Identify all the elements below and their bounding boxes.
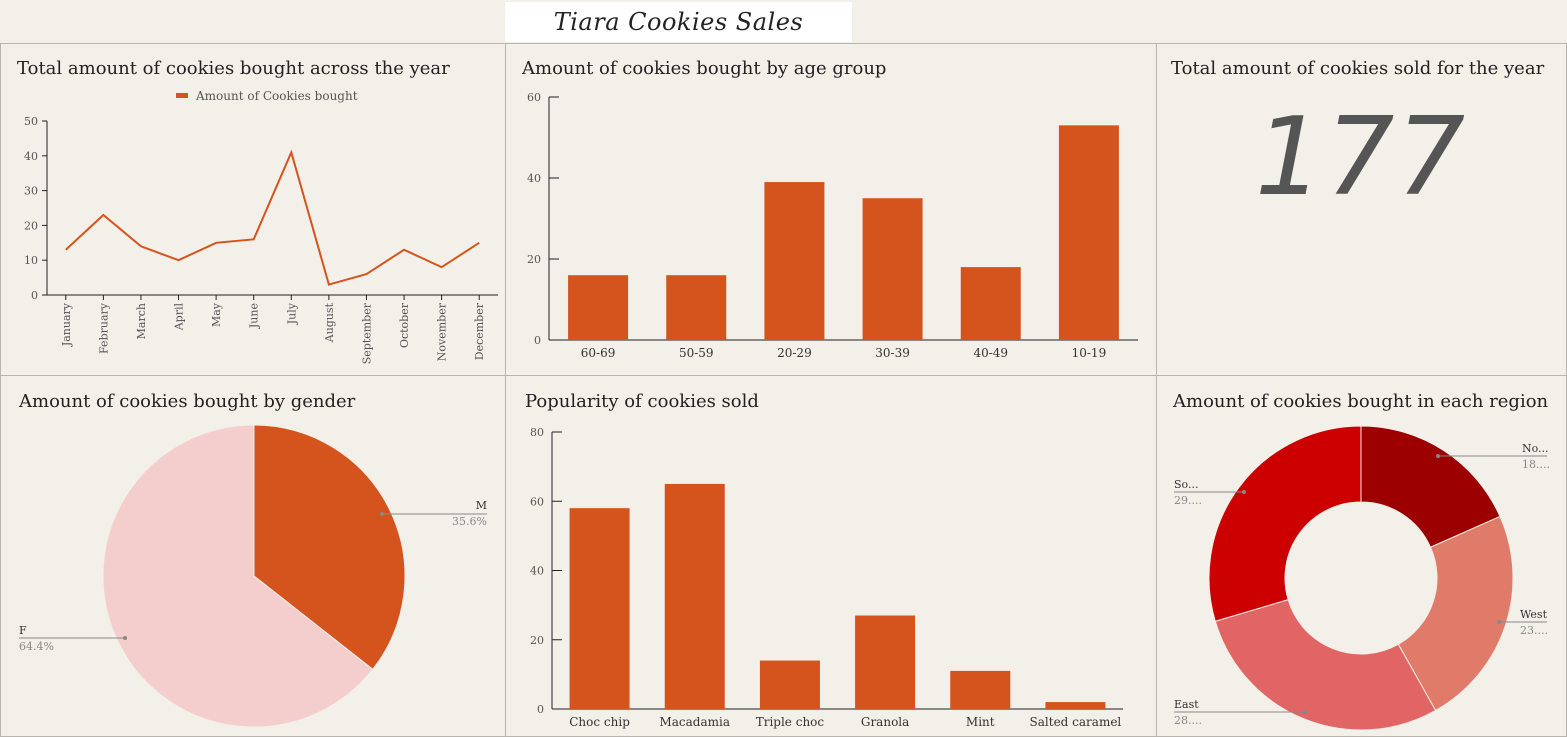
age-chart-title: Amount of cookies bought by age group [522, 58, 887, 79]
line-x-tick-label: May [210, 302, 223, 327]
gender-label-m: M [476, 499, 487, 512]
region-slice-east [1214, 599, 1437, 731]
gender-value-m: 35.6% [452, 515, 487, 528]
popularity-chart-title: Popularity of cookies sold [525, 391, 759, 412]
age-bar [1058, 125, 1119, 340]
region-label-west: West [1520, 608, 1548, 621]
line-x-tick-label: April [173, 303, 186, 332]
age-bar [764, 182, 825, 340]
line-x-tick-label: March [135, 303, 148, 339]
age-bar [666, 275, 727, 340]
region-label-east: East [1174, 698, 1199, 711]
region-slice-north [1360, 425, 1501, 548]
region-slice-west [1397, 515, 1514, 712]
gender-chart-title: Amount of cookies bought by gender [19, 391, 356, 412]
region-chart-title: Amount of cookies bought in each region [1173, 391, 1549, 412]
region-chart: No... 18.... West 23.... East 28.... So... 29..… [1174, 425, 1550, 731]
line-x-tick-label: January [60, 302, 73, 347]
line-x-tick-label: August [323, 302, 336, 343]
line-x-tick-label: June [248, 303, 261, 329]
popularity-chart: 0 20 40 60 80 Choc chip Macadamia Triple choc Gr… [530, 426, 1123, 729]
region-leader-dot-west [1497, 620, 1501, 624]
popularity-y-tick-label: 40 [530, 565, 544, 578]
age-bar [862, 198, 923, 340]
age-bar [960, 267, 1021, 340]
gender-leader-dot-f [123, 636, 127, 640]
region-leader-dot-north [1436, 454, 1440, 458]
line-y-tick-label: 0 [31, 289, 38, 302]
region-leader-dot-east [1303, 710, 1307, 714]
line-y-tick-label: 50 [24, 115, 38, 128]
gender-slice-m [253, 424, 406, 670]
age-x-tick-label: 30-39 [875, 346, 910, 360]
popularity-x-tick-label: Choc chip [569, 715, 630, 729]
line-chart-title: Total amount of cookies bought across th… [17, 58, 450, 79]
line-x-tick-label: December [473, 302, 486, 360]
region-value-north: 18.... [1522, 458, 1550, 471]
popularity-y-tick-label: 0 [537, 703, 544, 716]
age-x-tick-label: 10-19 [1072, 346, 1107, 360]
gender-label-f: F [19, 624, 27, 637]
age-y-tick-label: 60 [527, 91, 541, 104]
age-y-tick-label: 0 [534, 334, 541, 347]
popularity-x-tick-label: Granola [861, 715, 909, 729]
popularity-bar [569, 508, 630, 709]
popularity-bar [1045, 702, 1106, 709]
gender-slice-f [102, 424, 374, 728]
popularity-x-tick-label: Macadamia [659, 715, 730, 729]
gender-value-f: 64.4% [19, 640, 54, 653]
region-value-west: 23.... [1520, 624, 1548, 637]
age-y-tick-label: 40 [527, 172, 541, 185]
age-bar [568, 275, 629, 340]
popularity-x-tick-label: Triple choc [756, 715, 825, 729]
age-x-tick-label: 50-59 [679, 346, 714, 360]
line-legend-label: Amount of Cookies bought [195, 89, 358, 103]
popularity-bar [759, 660, 820, 709]
line-series-amount [65, 149, 480, 286]
line-x-tick-label: October [398, 302, 411, 348]
panel-line-chart [0, 43, 506, 376]
gender-leader-dot-m [380, 512, 384, 516]
line-x-tick-label: September [360, 302, 373, 364]
popularity-x-tick-label: Salted caramel [1030, 715, 1122, 729]
popularity-y-tick-label: 20 [530, 634, 544, 647]
line-y-tick-label: 10 [24, 254, 38, 267]
region-slice-south [1208, 425, 1362, 622]
popularity-bar [664, 483, 725, 709]
popularity-bar [950, 670, 1011, 709]
gender-chart: M 35.6% F 64.4% [19, 424, 487, 728]
region-value-east: 28.... [1174, 714, 1202, 727]
line-x-tick-label: July [285, 302, 298, 325]
age-y-tick-label: 20 [527, 253, 541, 266]
line-x-tick-label: February [97, 302, 110, 354]
region-label-north: No... [1522, 442, 1549, 455]
age-x-tick-label: 20-29 [777, 346, 812, 360]
popularity-y-tick-label: 60 [530, 495, 544, 508]
dashboard-title: Tiara Cookies Sales Dashboard [505, 2, 852, 76]
line-chart: 0 10 20 30 40 50 January February March April May J… [24, 89, 498, 364]
line-y-tick-label: 40 [24, 150, 38, 163]
popularity-y-tick-label: 80 [530, 426, 544, 439]
age-chart: 0 20 40 60 60-69 50-59 20-29 30-39 40-49 10-19 [527, 91, 1138, 360]
line-y-tick-label: 20 [24, 219, 38, 232]
line-y-tick-label: 30 [24, 185, 38, 198]
popularity-x-tick-label: Mint [966, 715, 995, 729]
age-x-tick-label: 60-69 [581, 346, 616, 360]
kpi-title: Total amount of cookies sold for the yea… [1171, 58, 1545, 79]
age-x-tick-label: 40-49 [973, 346, 1008, 360]
line-legend-swatch [176, 93, 188, 98]
region-label-south: So... [1174, 478, 1198, 491]
kpi-value: 177 [1254, 95, 1468, 220]
line-x-tick-label: November [436, 302, 449, 361]
popularity-bar [855, 615, 916, 709]
region-leader-dot-south [1242, 490, 1246, 494]
region-value-south: 29.... [1174, 494, 1202, 507]
